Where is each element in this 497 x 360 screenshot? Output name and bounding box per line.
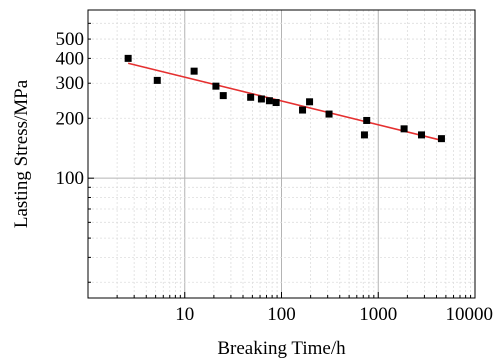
y-tick-label: 500 — [56, 29, 85, 50]
x-axis-title: Breaking Time/h — [217, 338, 346, 359]
data-point — [400, 125, 408, 133]
data-point — [363, 116, 371, 124]
data-point — [124, 54, 132, 62]
data-point — [153, 76, 161, 84]
data-point — [360, 131, 368, 139]
data-point — [247, 93, 255, 101]
fit-line — [127, 62, 442, 142]
data-points — [124, 54, 445, 143]
x-tick-labels: 10 100 1000 10000 — [175, 304, 493, 325]
data-point — [190, 67, 198, 75]
axis-ticks — [88, 22, 472, 298]
data-point — [219, 92, 227, 100]
data-point — [257, 95, 265, 103]
x-tick-label: 1000 — [359, 304, 397, 325]
data-point — [325, 110, 333, 118]
data-point — [437, 135, 445, 143]
y-tick-label: 200 — [56, 108, 85, 129]
y-tick-label: 300 — [56, 73, 85, 94]
y-tick-label: 100 — [56, 168, 85, 189]
x-tick-label: 10 — [175, 304, 194, 325]
data-point — [272, 99, 280, 107]
data-point — [418, 131, 426, 139]
data-point — [212, 82, 220, 90]
data-point — [299, 106, 307, 114]
data-point — [265, 97, 273, 105]
y-axis-title: Lasting Stress/MPa — [11, 79, 32, 228]
fit-line-group — [127, 62, 442, 142]
grid-lines — [88, 10, 475, 298]
y-tick-label: 400 — [56, 48, 85, 69]
data-point — [306, 98, 314, 106]
x-tick-label: 10000 — [446, 304, 494, 325]
x-tick-label: 100 — [267, 304, 296, 325]
